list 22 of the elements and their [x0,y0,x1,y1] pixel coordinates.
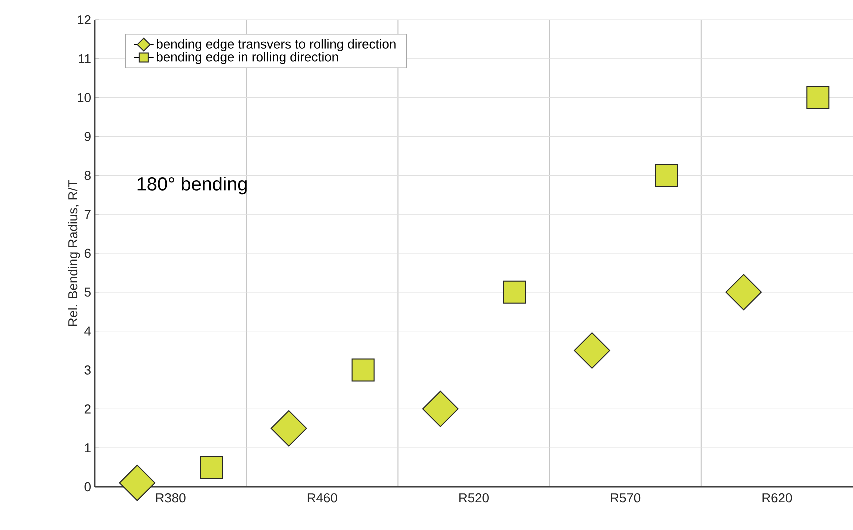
legend-label: bending edge in rolling direction [157,52,338,64]
y-tick-label: 9 [84,132,91,142]
y-tick-label: 7 [84,210,91,220]
y-tick-label: 12 [78,15,91,25]
annotation: 180° bending [138,176,247,195]
y-axis-title: Rel. Bending Radius, R/T [68,180,80,326]
y-tick-label: 0 [84,482,91,492]
y-tick-label: 2 [84,404,91,414]
y-tick-label: 3 [84,366,91,375]
y-tick-label: 8 [84,171,91,180]
y-tick-label: 10 [78,93,91,102]
y-tick-label: 5 [84,288,91,297]
x-tick-label: R460 [308,494,338,503]
y-tick-label: 4 [84,326,92,336]
x-tick-label: R620 [762,494,792,503]
y-tick-label: 6 [84,248,91,258]
x-tick-label: R570 [611,494,641,503]
legend-label: bending edge transvers to rolling direction [157,39,396,52]
y-tick-label: 11 [79,54,91,64]
x-tick-label: R520 [460,494,489,503]
x-tick-label: R380 [156,494,186,503]
y-tick-label: 1 [85,444,91,453]
